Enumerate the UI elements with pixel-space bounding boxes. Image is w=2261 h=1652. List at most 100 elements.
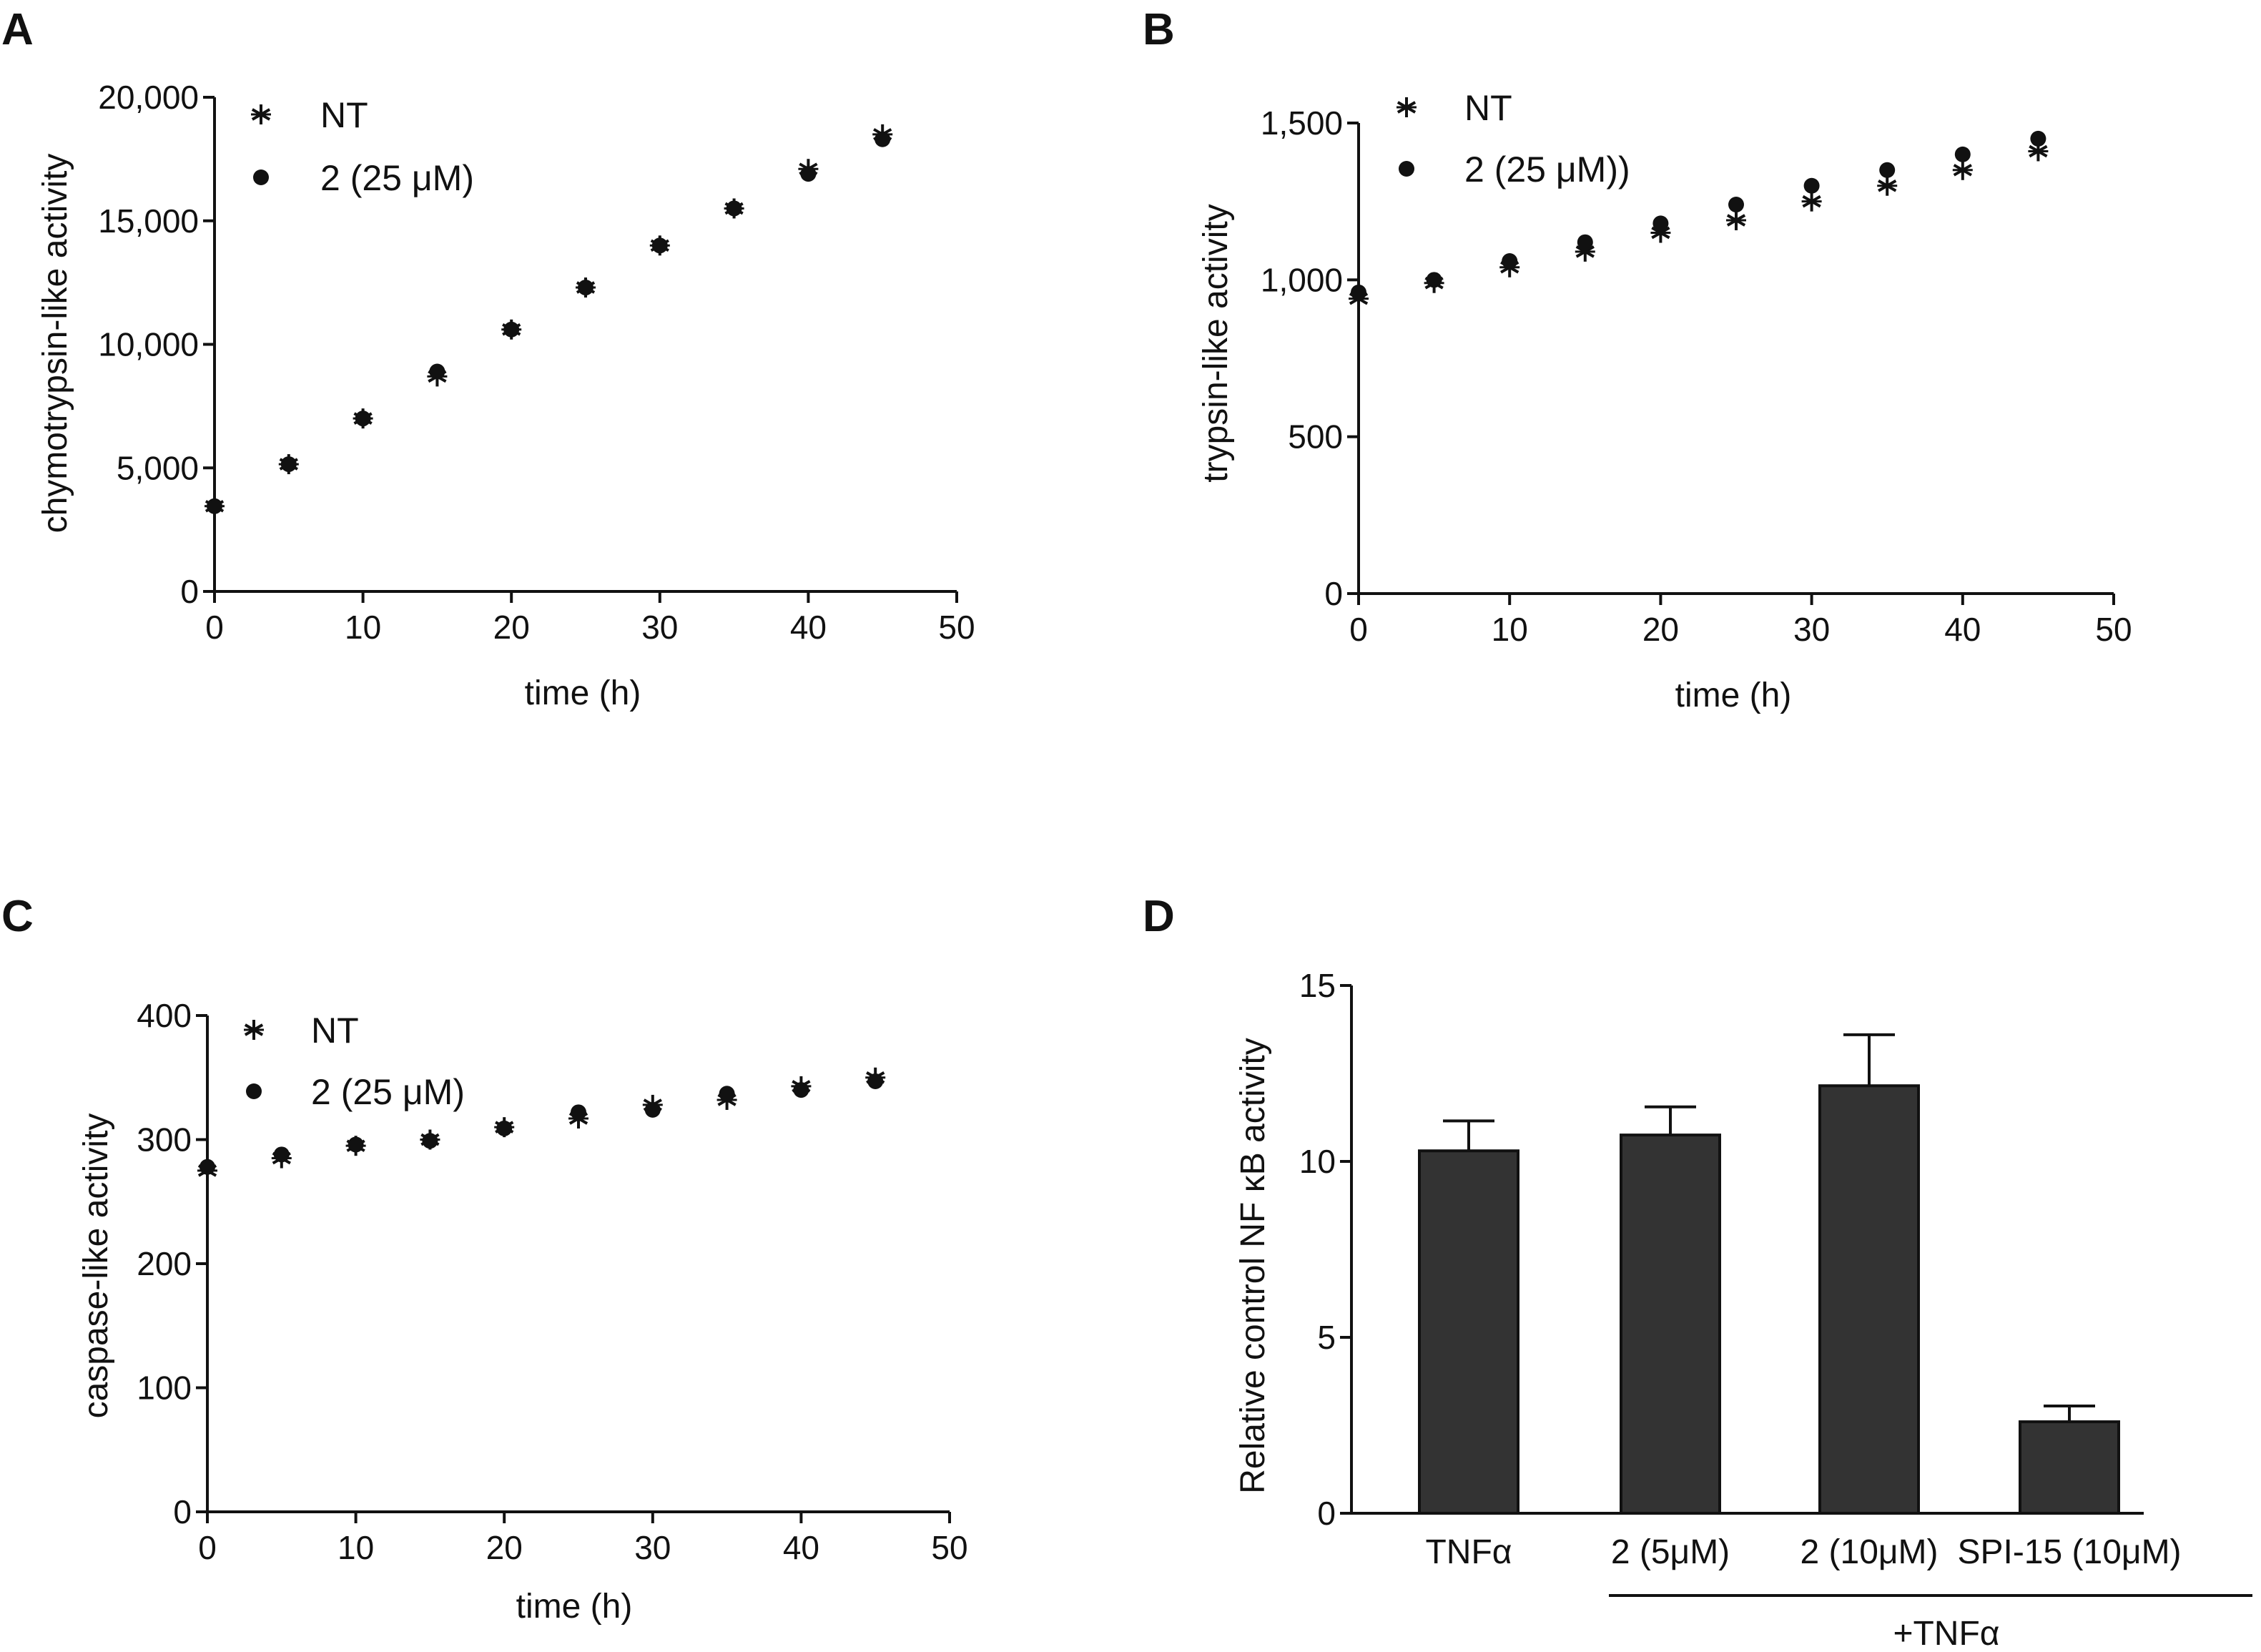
panel-b-legend-nt-marker xyxy=(1396,97,1417,117)
panel-c-legend: NT 2 (25 μM) xyxy=(244,1011,465,1112)
panel-c-y-axis-label: caspase-like activity xyxy=(77,1113,115,1419)
panel-d-y-axis-label: Relative control NF κB activity xyxy=(1234,1038,1272,1494)
panel-b-x-tick-label: 0 xyxy=(1349,611,1368,648)
panel-b-legend-2-label: 2 (25 μM)) xyxy=(1464,149,1630,190)
panel-c-y-tick-label: 300 xyxy=(137,1121,192,1159)
panel-d-y-tick-label: 0 xyxy=(1317,1495,1336,1532)
panel-b-point-nt xyxy=(1801,191,1822,212)
panel-a-x-tick-label: 0 xyxy=(205,609,224,646)
panel-c-y-tick-label: 0 xyxy=(173,1493,192,1530)
panel-b-y-tick-label: 1,500 xyxy=(1261,104,1343,142)
panel-b-point-2-25-m xyxy=(1426,272,1442,288)
panel-a-legend: NT 2 (25 μM) xyxy=(251,95,474,198)
panel-a-marks xyxy=(205,124,893,516)
panel-a-y-tick-label: 10,000 xyxy=(98,326,199,363)
panel-b-y-tick-label: 1,000 xyxy=(1261,261,1343,298)
panel-a-point-2-25-m xyxy=(800,166,817,182)
panel-c-point-2-25-m xyxy=(273,1146,290,1163)
panel-d-marks xyxy=(1418,1033,2120,1515)
panel-a-x-tick-label: 30 xyxy=(641,609,678,646)
panel-c-point-2-25-m xyxy=(867,1073,884,1089)
panel-c-y-tick-label: 400 xyxy=(137,997,192,1034)
panel-c-legend-2-label: 2 (25 μM) xyxy=(311,1072,465,1112)
panel-d-y-tick-label: 5 xyxy=(1317,1319,1336,1356)
panel-a-legend-asterisk-icon xyxy=(251,104,271,124)
panel-b-point-2-25-m xyxy=(1728,197,1744,213)
panel-d-bar-spi-15-10-m xyxy=(2019,1420,2120,1515)
panel-c-x-tick-label: 0 xyxy=(198,1529,217,1566)
panel-b-x-tick-label: 10 xyxy=(1492,611,1528,648)
panel-c: C 0 100 200 300 400 0 10 20 30 40 50 time (h) casp… xyxy=(1,892,968,1626)
panel-b-x-tick-label: 40 xyxy=(1944,611,1981,648)
panel-b-x-tick-label: 50 xyxy=(2095,611,2132,648)
panel-b-legend: NT 2 (25 μM)) xyxy=(1396,88,1630,190)
panel-a-y-tick-label: 0 xyxy=(180,573,199,610)
panel-a-point-2-25-m xyxy=(726,200,742,217)
panel-d-x-category-label: 2 (10μM) xyxy=(1800,1533,1938,1571)
panel-d-x-category-label: 2 (5μM) xyxy=(1611,1533,1730,1571)
panel-b-legend-nt-label: NT xyxy=(1464,88,1512,128)
panel-c-marks xyxy=(197,1067,886,1181)
panel-b-point-2-25-m xyxy=(1803,177,1820,194)
panel-c-point-2-25-m xyxy=(348,1136,364,1153)
panel-b-y-tick-label: 500 xyxy=(1288,418,1343,456)
panel-c-x-tick-label: 50 xyxy=(931,1529,967,1566)
panel-d-x-category-label: TNFα xyxy=(1425,1533,1512,1571)
panel-d-y-tick-label: 10 xyxy=(1299,1143,1336,1180)
panel-a-point-2-25-m xyxy=(280,456,297,473)
panel-a-y-axis-label: chymotrypsin-like activity xyxy=(36,154,74,534)
panel-a-legend-2-marker xyxy=(253,169,269,185)
panel-b-point-nt xyxy=(1726,210,1746,230)
panel-d-bar-tnf xyxy=(1418,1149,1519,1515)
panel-d-x-category-label: SPI-15 (10μM) xyxy=(1957,1533,2181,1571)
panel-b-x-tick-label: 30 xyxy=(1793,611,1830,648)
panel-b-letter: B xyxy=(1143,5,1175,54)
panel-a-x-tick-label: 50 xyxy=(938,609,975,646)
panel-a-legend-2-label: 2 (25 μM) xyxy=(320,158,474,198)
panel-b-point-2-25-m xyxy=(1577,234,1593,250)
panel-c-x-tick-label: 30 xyxy=(634,1529,671,1566)
panel-a-x-tick-label: 40 xyxy=(790,609,827,646)
panel-b: B 0 500 1,000 1,500 0 10 20 30 40 50 time (h) try… xyxy=(1143,5,2132,714)
panel-b-legend-dot-icon xyxy=(1399,161,1414,177)
panel-a-y-tick-label: 20,000 xyxy=(98,79,199,116)
panel-c-legend-dot-icon xyxy=(246,1083,262,1099)
panel-b-marks xyxy=(1349,130,2049,309)
panel-b-point-nt xyxy=(1952,159,1973,180)
panel-b-y-axis-label: trypsin-like activity xyxy=(1197,204,1235,482)
panel-a-point-2-25-m xyxy=(578,280,593,296)
panel-c-axes: 0 100 200 300 400 0 10 20 30 40 50 xyxy=(137,997,967,1566)
panel-a-legend-dot-icon xyxy=(253,169,269,185)
panel-a-point-2-25-m xyxy=(207,498,222,514)
panel-a-point-2-25-m xyxy=(429,363,445,380)
panel-b-point-2-25-m xyxy=(1879,162,1896,178)
panel-b-point-2-25-m xyxy=(1652,215,1669,232)
panel-c-x-tick-label: 20 xyxy=(486,1529,523,1566)
panel-c-point-2-25-m xyxy=(571,1104,586,1121)
panel-d: D 0 5 10 15 TNFα 2 (5μM) 2 (10μM) SPI-15 (10μM)… xyxy=(1143,892,2252,1652)
panel-c-point-2-25-m xyxy=(200,1159,215,1175)
panel-c-point-2-25-m xyxy=(422,1133,438,1149)
panel-b-point-2-25-m xyxy=(1954,146,1971,162)
panel-c-legend-2-marker xyxy=(246,1083,262,1099)
panel-c-letter: C xyxy=(1,892,34,941)
panel-a: A 0 5,000 10,000 15,000 20,000 0 10 20 30 40 50 ti… xyxy=(1,5,975,712)
panel-d-y-tick-label: 15 xyxy=(1299,967,1336,1004)
panel-c-legend-nt-marker xyxy=(244,1020,264,1040)
panel-b-point-2-25-m xyxy=(2030,130,2046,147)
panel-b-point-2-25-m xyxy=(1502,253,1518,270)
panel-a-legend-nt-marker xyxy=(251,104,271,124)
panel-a-point-2-25-m xyxy=(651,237,668,254)
panel-d-letter: D xyxy=(1143,892,1175,941)
panel-a-point-2-25-m xyxy=(875,131,891,147)
panel-c-x-axis-label: time (h) xyxy=(516,1588,633,1626)
panel-c-legend-asterisk-icon xyxy=(244,1020,264,1040)
panel-a-x-axis-label: time (h) xyxy=(525,674,641,712)
panel-d-bar-2-5-m xyxy=(1620,1134,1721,1515)
panel-b-x-tick-label: 20 xyxy=(1642,611,1679,648)
panel-a-x-tick-label: 20 xyxy=(493,609,530,646)
panel-d-bar-2-10-m xyxy=(1818,1084,1920,1515)
panel-a-point-2-25-m xyxy=(503,321,520,338)
